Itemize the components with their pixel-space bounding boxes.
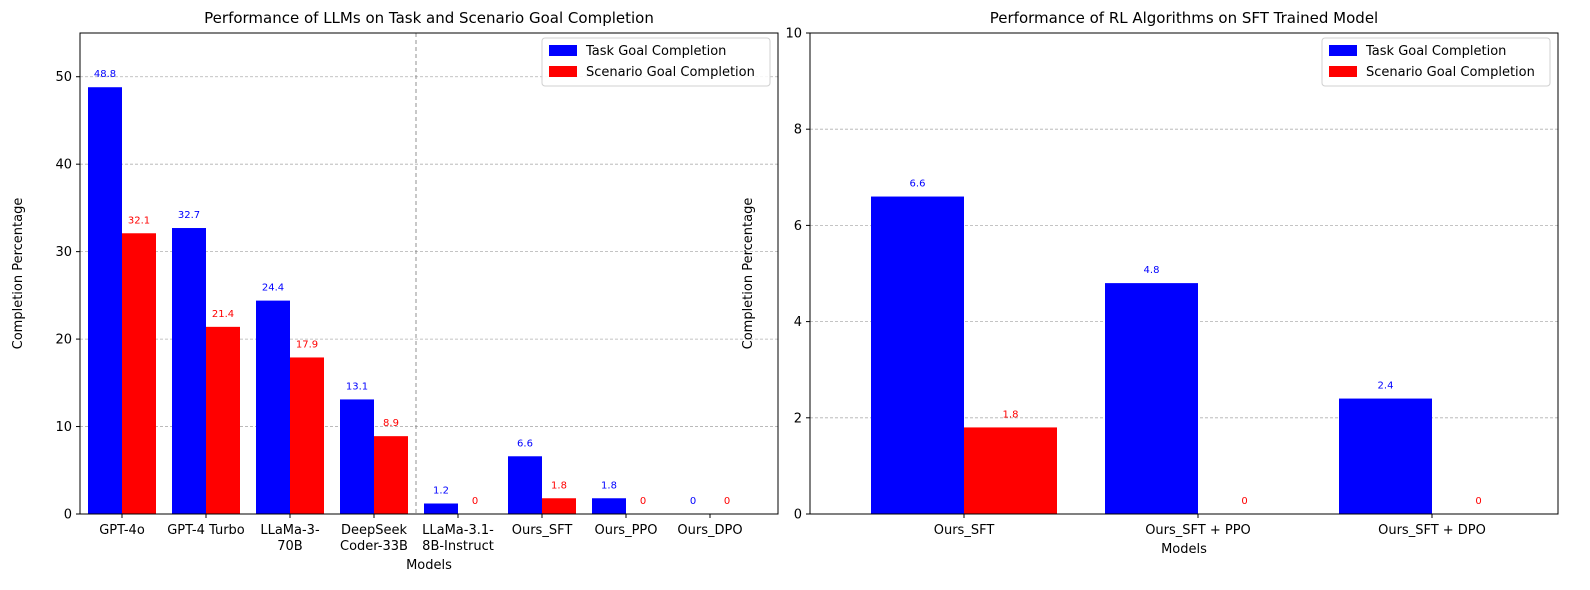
value-label: 1.8 [1003, 409, 1019, 420]
legend-swatch [1329, 66, 1357, 77]
y-tick-label: 6 [794, 219, 802, 234]
value-label: 6.6 [517, 438, 533, 449]
legend-swatch [1329, 45, 1357, 56]
value-label: 6.6 [910, 179, 926, 190]
x-axis-label: Models [406, 558, 452, 573]
value-label: 17.9 [296, 339, 318, 350]
value-label: 0 [1241, 496, 1247, 507]
chart-panel-1 [76, 32, 779, 518]
legend-entry-label: Scenario Goal Completion [586, 65, 755, 80]
legend-entry-label: Task Goal Completion [585, 44, 726, 59]
value-label: 13.1 [346, 381, 368, 392]
chart-panel-2 [806, 32, 1559, 518]
value-label: 0 [640, 496, 646, 507]
bar-scenario [122, 233, 156, 514]
bar-scenario [964, 427, 1057, 514]
legend [1321, 37, 1551, 87]
legend-swatch [549, 45, 577, 56]
y-tick-label: 40 [55, 158, 72, 173]
legend-swatch [549, 66, 577, 77]
plot-frame [809, 32, 1559, 515]
x-tick-label: DeepSeek Coder-33B [340, 523, 408, 554]
value-label: 1.8 [601, 480, 617, 491]
value-label: 21.4 [212, 309, 234, 320]
bar-task [1339, 398, 1432, 514]
x-tick-label: Ours_SFT [934, 523, 995, 538]
bar-task [88, 87, 122, 515]
x-tick-label: LLaMa-3-70B [260, 523, 320, 554]
x-tick-label: GPT-4 Turbo [167, 523, 245, 538]
y-tick-label: 0 [64, 508, 72, 523]
value-label: 0 [690, 496, 696, 507]
x-tick-label: Ours_SFT + PPO [1145, 523, 1251, 538]
y-tick-label: 10 [785, 27, 802, 42]
bar-task [256, 300, 290, 514]
value-label: 32.7 [178, 210, 200, 221]
x-tick-label: GPT-4o [99, 523, 145, 538]
y-tick-label: 8 [794, 123, 802, 138]
y-tick-label: 20 [55, 333, 72, 348]
value-label: 1.2 [433, 486, 449, 497]
bar-task [508, 456, 542, 514]
chart-title: Performance of LLMs on Task and Scenario… [204, 9, 654, 27]
bar-scenario [374, 436, 408, 514]
bar-scenario [542, 498, 576, 514]
y-tick-label: 10 [55, 420, 72, 435]
bar-task [172, 228, 206, 515]
value-label: 0 [1475, 496, 1481, 507]
x-tick-label: LLaMa-3.1-8B-Instruct [422, 523, 494, 554]
y-axis-label: Completion Percentage [11, 198, 26, 350]
y-tick-label: 4 [794, 315, 802, 330]
value-label: 0 [472, 496, 478, 507]
y-tick-label: 30 [55, 245, 72, 260]
x-tick-label: Ours_DPO [677, 523, 742, 538]
chart-title: Performance of RL Algorithms on SFT Trai… [990, 9, 1378, 27]
value-label: 0 [724, 496, 730, 507]
value-label: 4.8 [1144, 265, 1160, 276]
value-label: 24.4 [262, 283, 284, 294]
x-tick-label: Ours_SFT [512, 523, 573, 538]
y-tick-label: 0 [794, 508, 802, 523]
y-tick-label: 2 [794, 411, 802, 426]
bar-scenario [290, 357, 324, 514]
y-axis-label: Completion Percentage [741, 198, 756, 350]
x-axis-label: Models [1161, 542, 1207, 557]
value-label: 32.1 [128, 215, 150, 226]
value-label: 2.4 [1378, 381, 1394, 392]
bar-task [340, 399, 374, 514]
legend [541, 37, 771, 87]
value-label: 8.9 [383, 418, 399, 429]
bar-task [871, 196, 964, 515]
bar-task [592, 498, 626, 514]
plot-frame [79, 32, 779, 515]
bar-task [1105, 283, 1198, 514]
y-tick-label: 50 [55, 70, 72, 85]
bar-task [424, 503, 458, 514]
x-tick-label: Ours_SFT + DPO [1378, 523, 1486, 538]
value-label: 1.8 [551, 480, 567, 491]
bar-scenario [206, 326, 240, 514]
legend-entry-label: Scenario Goal Completion [1366, 65, 1535, 80]
legend-entry-label: Task Goal Completion [1365, 44, 1506, 59]
x-tick-label: Ours_PPO [594, 523, 657, 538]
value-label: 48.8 [94, 69, 116, 80]
